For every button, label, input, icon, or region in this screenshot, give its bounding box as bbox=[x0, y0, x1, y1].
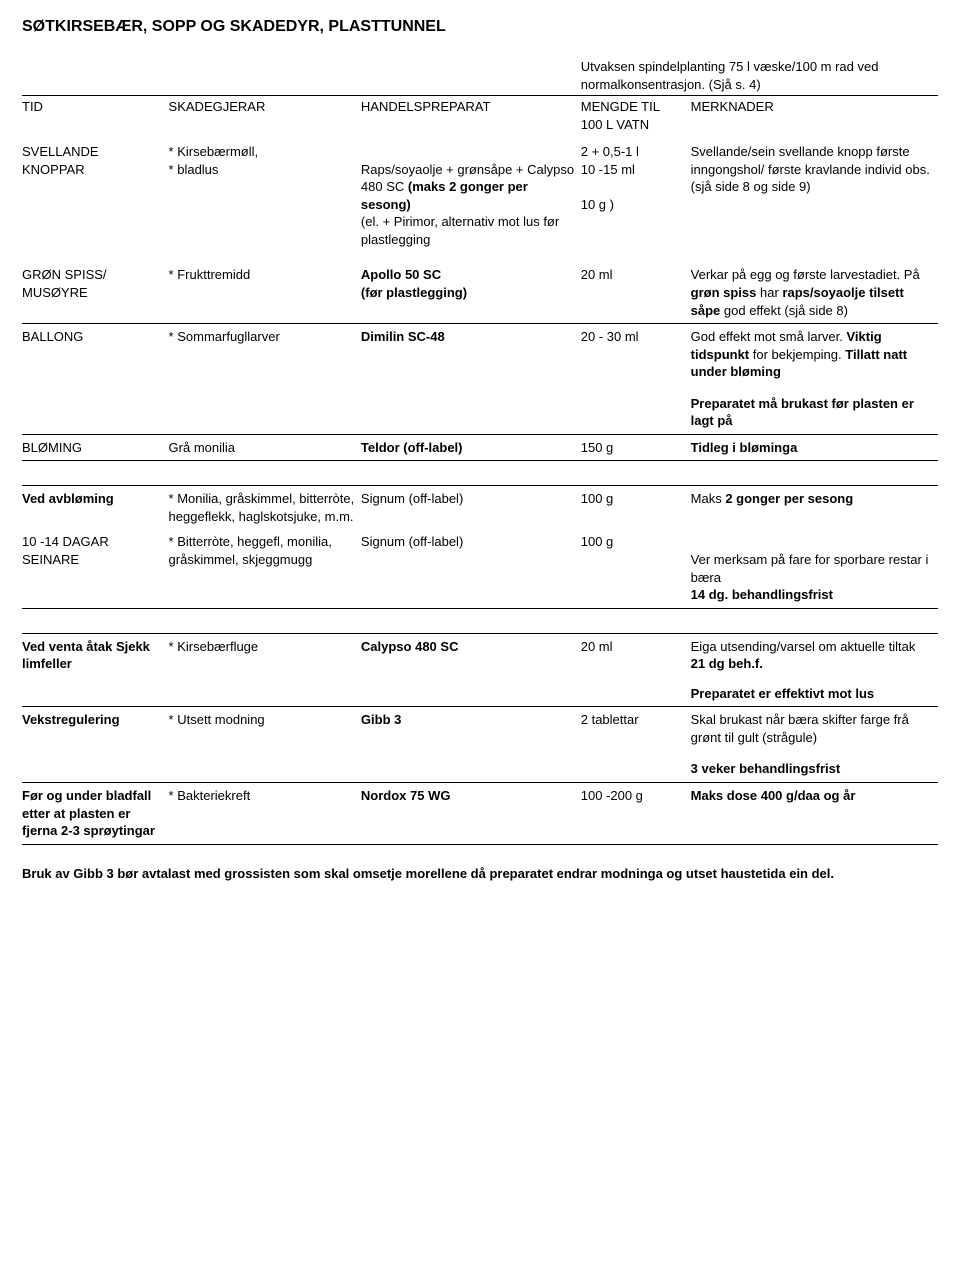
cell-hand: Teldor (off-label) bbox=[361, 434, 581, 461]
cell-merk-extra: Preparatet må brukast før plasten er lag… bbox=[691, 385, 938, 435]
spray-plan-table-1: Utvaksen spindelplanting 75 l væske/100 … bbox=[22, 54, 938, 461]
merk-bold: 21 dg beh.f. bbox=[691, 656, 763, 671]
cell-skad: * Kirsebærfluge bbox=[169, 633, 361, 677]
cell-merk: Tidleg i bløminga bbox=[691, 434, 938, 461]
cell-mengde: 100 -200 g bbox=[581, 782, 691, 844]
cell-merk: Eiga utsending/varsel om aktuelle tiltak… bbox=[691, 633, 938, 677]
merk-bold: 14 dg. behandlingsfrist bbox=[691, 587, 833, 602]
cell-hand: Gibb 3 bbox=[361, 707, 581, 751]
spray-plan-table-2: Ved avbløming * Monilia, gråskimmel, bit… bbox=[22, 485, 938, 608]
cell-tid: GRØN SPISS/ MUSØYRE bbox=[22, 252, 169, 323]
merk-bold: grøn spiss bbox=[691, 285, 757, 300]
cell-merk: Maks dose 400 g/daa og år bbox=[691, 782, 938, 844]
cell-mengde: 150 g bbox=[581, 434, 691, 461]
top-note: Utvaksen spindelplanting 75 l væske/100 … bbox=[581, 54, 938, 96]
col-hand-header: HANDELSPREPARAT bbox=[361, 96, 581, 140]
cell-mengde: 2 tablettar bbox=[581, 707, 691, 751]
cell-merk: Ver merksam på fare for sporbare restar … bbox=[691, 529, 938, 608]
merk-bold: Preparatet er effektivt mot bbox=[691, 686, 856, 701]
cell-skad: * Sommarfugllarver bbox=[169, 324, 361, 385]
tid-bold: Ved venta åtak Sjekk limfeller bbox=[22, 639, 150, 672]
merk-text: Maks bbox=[691, 491, 726, 506]
cell-skad: * Monilia, gråskimmel, bitterròte, hegge… bbox=[169, 486, 361, 530]
cell-skad: * Frukttremidd bbox=[169, 252, 361, 323]
cell-hand: Nordox 75 WG bbox=[361, 782, 581, 844]
merk-bold: lus bbox=[855, 686, 874, 701]
cell-tid: SVELLANDE KNOPPAR bbox=[22, 139, 169, 252]
merk-text: har bbox=[756, 285, 782, 300]
cell-merk: God effekt mot små larver. Viktig tidspu… bbox=[691, 324, 938, 385]
cell-hand: Raps/soyaolje + grønsåpe + Calypso 480 S… bbox=[361, 139, 581, 252]
hand-text: (el. + Pirimor, alternativ mot lus før p… bbox=[361, 214, 559, 247]
cell-merk: Verkar på egg og første larvestadiet. På… bbox=[691, 252, 938, 323]
cell-tid: Ved avbløming bbox=[22, 486, 169, 530]
cell-mengde: 20 ml bbox=[581, 633, 691, 677]
merk-text: Ver merksam på fare for sporbare restar … bbox=[691, 552, 929, 585]
cell-merk-extra: Preparatet er effektivt mot lus bbox=[691, 677, 938, 707]
cell-tid: Ved venta åtak Sjekk limfeller bbox=[22, 633, 169, 677]
merk-text: for bekjemping. bbox=[749, 347, 845, 362]
footnote: Bruk av Gibb 3 bør avtalast med grossist… bbox=[22, 865, 938, 883]
cell-merk: Skal brukast når bæra skifter farge frå … bbox=[691, 707, 938, 751]
merk-text: Verkar på egg og første larvestadiet. På bbox=[691, 267, 920, 282]
cell-hand: Signum (off-label) bbox=[361, 486, 581, 530]
hand-bold: (før plastlegging) bbox=[361, 285, 467, 300]
merk-text: God effekt mot små larver. bbox=[691, 329, 847, 344]
merk-bold: 2 gonger per sesong bbox=[725, 491, 853, 506]
cell-tid: Vekstregulering bbox=[22, 707, 169, 751]
cell-skad: * Bakteriekreft bbox=[169, 782, 361, 844]
col-mengde-header: MENGDE TIL 100 L VATN bbox=[581, 96, 691, 140]
col-skad-header: SKADEGJERAR bbox=[169, 96, 361, 140]
cell-skad: * Bitterròte, heggefl, monilia, gråskimm… bbox=[169, 529, 361, 608]
merk-text: god effekt (sjå side 8) bbox=[720, 303, 848, 318]
cell-mengde: 20 - 30 ml bbox=[581, 324, 691, 385]
merk-text: Eiga utsending/varsel om aktuelle tiltak bbox=[691, 639, 916, 654]
col-tid-header: TID bbox=[22, 96, 169, 140]
cell-skad: Grå monilia bbox=[169, 434, 361, 461]
cell-hand: Signum (off-label) bbox=[361, 529, 581, 608]
cell-skad: * Utsett modning bbox=[169, 707, 361, 751]
cell-merk-extra: 3 veker behandlingsfrist bbox=[691, 750, 938, 782]
cell-hand: Dimilin SC-48 bbox=[361, 324, 581, 385]
cell-tid: BALLONG bbox=[22, 324, 169, 385]
cell-mengde: 100 g bbox=[581, 486, 691, 530]
cell-mengde: 20 ml bbox=[581, 252, 691, 323]
cell-merk: Maks 2 gonger per sesong bbox=[691, 486, 938, 530]
spray-plan-table-3: Ved venta åtak Sjekk limfeller * Kirsebæ… bbox=[22, 633, 938, 845]
cell-mengde: 2 + 0,5-1 l 10 -15 ml 10 g ) bbox=[581, 139, 691, 252]
cell-tid: 10 -14 DAGAR SEINARE bbox=[22, 529, 169, 608]
page-title: SØTKIRSEBÆR, SOPP OG SKADEDYR, PLASTTUNN… bbox=[22, 18, 938, 36]
cell-tid: BLØMING bbox=[22, 434, 169, 461]
cell-hand: Apollo 50 SC (før plastlegging) bbox=[361, 252, 581, 323]
cell-merk: Svellande/sein svellande knopp første in… bbox=[691, 139, 938, 252]
cell-hand: Calypso 480 SC bbox=[361, 633, 581, 677]
cell-mengde: 100 g bbox=[581, 529, 691, 608]
col-merk-header: MERKNADER bbox=[691, 96, 938, 140]
hand-bold: Apollo 50 SC bbox=[361, 267, 441, 282]
cell-tid: Før og under bladfall etter at plasten e… bbox=[22, 782, 169, 844]
cell-skad: * Kirsebærmøll, * bladlus bbox=[169, 139, 361, 252]
